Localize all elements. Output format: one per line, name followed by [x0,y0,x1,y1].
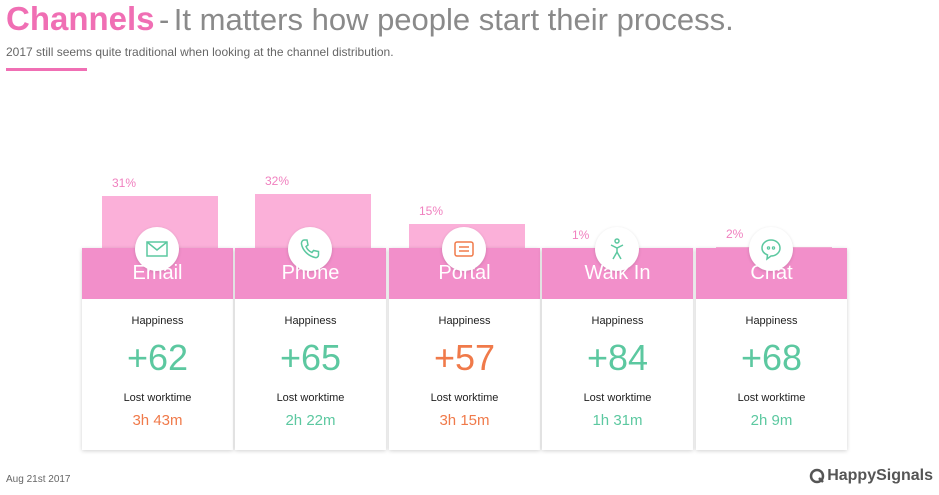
happiness-label: Happiness [591,315,644,327]
card-header: Chat [696,227,847,299]
bar-value-label: 2% [726,226,744,241]
happiness-label: Happiness [438,315,491,327]
person-icon [595,227,639,271]
lost-worktime-label: Lost worktime [430,392,499,404]
bar-value-label: 32% [265,174,290,188]
card-header: Email [82,227,233,299]
bar-value-label: 15% [419,203,444,218]
card-header: Portal [389,227,540,299]
title-main: Channels [6,0,155,37]
channel-card-portal: Portal Happiness +57 Lost worktime 3h 15m [389,227,540,450]
lost-worktime-value: 2h 9m [750,412,793,429]
channel-name: Email [132,262,183,284]
title-dash: - [159,2,170,37]
bar-value-label: 31% [112,175,137,190]
card-header: Walk In [542,227,693,299]
happiness-label: Happiness [131,315,184,327]
chat-bubble-icon [749,227,793,271]
title-underline [6,68,87,71]
bar-value-label: 1% [572,228,590,242]
happiness-score: +68 [740,337,803,378]
channel-card-walk-in: Walk In Happiness +84 Lost worktime 1h 31m [542,227,693,450]
card-header: Phone [235,227,386,299]
brand-logo: HappySignals [809,467,933,485]
subtitle: 2017 still seems quite traditional when … [6,45,394,59]
brand-mark-icon [809,468,825,484]
lost-worktime-label: Lost worktime [583,392,652,404]
brand-name: HappySignals [827,467,933,484]
channel-card-phone: Phone Happiness +65 Lost worktime 2h 22m [235,227,386,450]
channel-card-email: Email Happiness +62 Lost worktime 3h 43m [82,227,233,450]
channel-name: Phone [281,262,340,284]
happiness-score: +57 [433,337,496,378]
lost-worktime-label: Lost worktime [276,392,345,404]
form-icon [442,227,486,271]
footer-date: Aug 21st 2017 [6,474,71,485]
lost-worktime-value: 2h 22m [285,412,336,429]
page-title: Channels - It matters how people start t… [6,0,734,38]
happiness-score: +62 [126,337,189,378]
happiness-score: +65 [279,337,342,378]
lost-worktime-value: 1h 31m [592,412,643,429]
happiness-score: +84 [586,337,649,378]
lost-worktime-label: Lost worktime [123,392,192,404]
phone-icon [288,227,332,271]
lost-worktime-label: Lost worktime [737,392,806,404]
channel-name: Walk In [584,262,651,284]
happiness-label: Happiness [745,315,798,327]
channel-name: Portal [438,262,491,284]
lost-worktime-value: 3h 43m [132,412,183,429]
channel-card-chat: Chat Happiness +68 Lost worktime 2h 9m [696,227,847,450]
title-rest: It matters how people start their proces… [173,2,734,37]
lost-worktime-value: 3h 15m [439,412,490,429]
channel-name: Chat [750,262,793,284]
envelope-icon [135,227,179,271]
happiness-label: Happiness [284,315,337,327]
